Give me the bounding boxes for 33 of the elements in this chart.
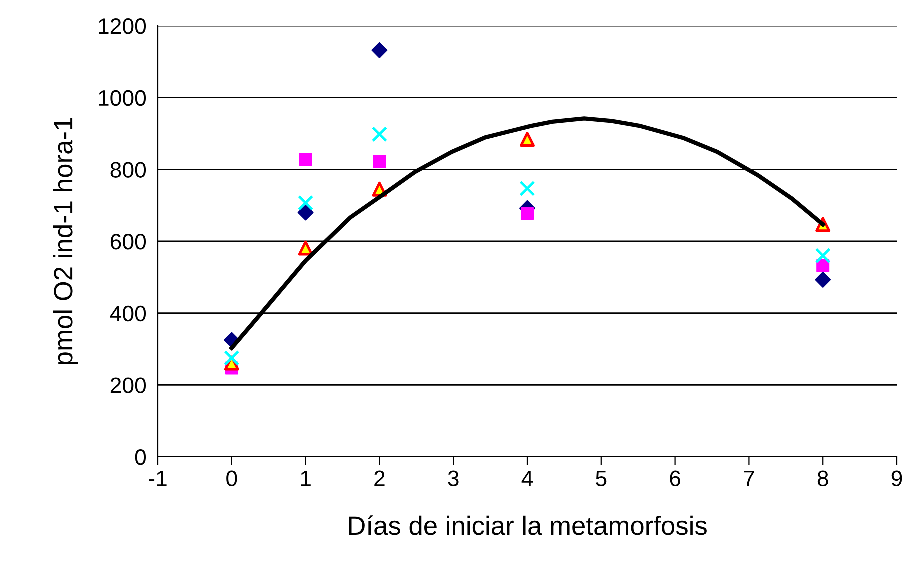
point: [815, 248, 831, 264]
point: [815, 272, 832, 288]
x-tick-label: 7: [744, 471, 754, 486]
x-tick-label: 6: [670, 470, 681, 487]
y-tick-label: 1000: [99, 90, 146, 106]
y-tick-label: 200: [110, 378, 146, 394]
y-tick-label: 400: [110, 306, 146, 322]
x-tick-label: 4: [522, 471, 534, 486]
point: [298, 240, 314, 256]
x-axis-title: Días de iniciar la metamorfosis: [349, 516, 707, 536]
point: [372, 126, 388, 142]
x-tick-label: 9: [892, 470, 902, 487]
y-tick-label: 0: [135, 450, 146, 466]
x-tick-label: 5: [596, 471, 607, 487]
x-tick-label: -1: [149, 471, 167, 486]
point: [520, 207, 534, 220]
point: [298, 195, 314, 211]
y-axis-title: pmol O2 ind-1 hora-1: [53, 118, 78, 364]
point: [224, 350, 240, 366]
point: [299, 153, 312, 166]
y-tick-label: 600: [110, 234, 146, 250]
point: [520, 180, 536, 197]
point: [373, 155, 386, 168]
x-tick-label: 2: [374, 470, 385, 486]
x-tick-label: 0: [226, 470, 238, 487]
point: [520, 132, 535, 147]
x-tick-label: 3: [448, 470, 459, 487]
point: [372, 42, 388, 58]
x-tick-label: 8: [818, 470, 828, 487]
x-tick-label: 1: [301, 471, 311, 486]
point: [298, 204, 314, 221]
y-tick-label: 1200: [99, 18, 146, 34]
y-tick-label: 800: [110, 162, 146, 178]
